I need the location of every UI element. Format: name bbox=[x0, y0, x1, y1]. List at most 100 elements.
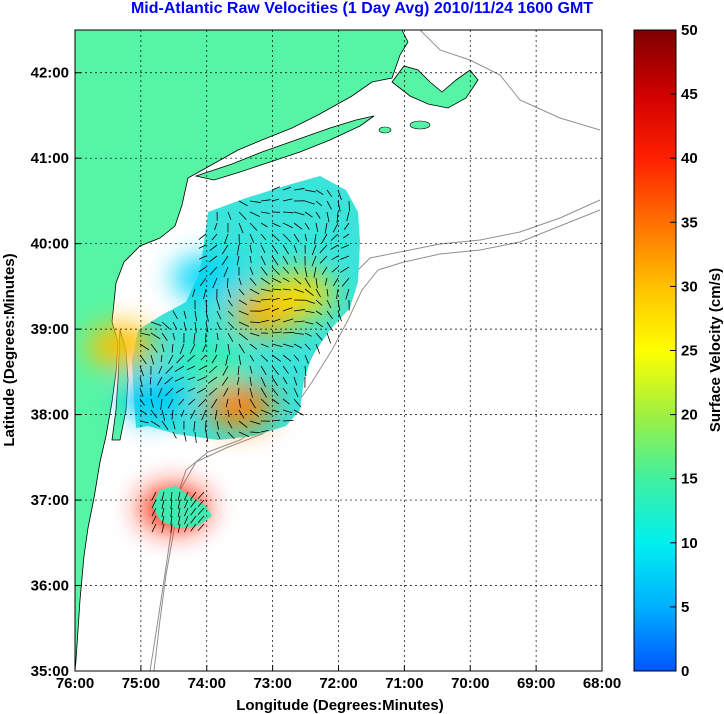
velocity-arrow bbox=[175, 387, 185, 394]
velocity-arrow bbox=[315, 310, 323, 316]
velocity-arrow bbox=[337, 310, 342, 322]
velocity-arrow bbox=[205, 299, 208, 311]
velocity-arrow bbox=[183, 431, 187, 442]
velocity-arrow bbox=[149, 376, 152, 385]
velocity-arrow bbox=[198, 365, 207, 371]
velocity-arrow bbox=[238, 354, 242, 366]
velocity-arrow bbox=[158, 365, 163, 374]
velocity-arrow bbox=[161, 332, 168, 341]
velocity-arrow bbox=[271, 244, 279, 255]
velocity-arrow bbox=[326, 288, 329, 297]
velocity-arrow bbox=[170, 491, 173, 501]
velocity-arrow bbox=[336, 288, 339, 300]
x-tick-label: 70:00 bbox=[451, 675, 489, 692]
velocity-arrow bbox=[319, 255, 328, 264]
velocity-arrow bbox=[208, 255, 218, 263]
velocity-arrow bbox=[183, 310, 187, 319]
velocity-arrow bbox=[260, 288, 272, 292]
velocity-arrow bbox=[198, 398, 207, 407]
velocity-arrow bbox=[337, 200, 341, 212]
velocity-arrow bbox=[304, 222, 310, 230]
velocity-arrow bbox=[260, 199, 271, 202]
latitude-ticks: 35:00 36:00 37:00 38:00 39:00 40:00 41:00 42:00 bbox=[31, 65, 81, 680]
velocity-arrow bbox=[321, 266, 328, 275]
velocity-arrow bbox=[260, 398, 270, 407]
velocity-arrow bbox=[293, 277, 302, 285]
velocity-arrow bbox=[161, 321, 170, 330]
velocity-arrow bbox=[193, 332, 196, 344]
velocity-arrow bbox=[249, 211, 260, 217]
velocity-arrow bbox=[249, 420, 261, 425]
y-tick-label: 40:00 bbox=[31, 236, 69, 253]
velocity-arrow bbox=[260, 343, 269, 348]
speed-patch bbox=[205, 384, 274, 429]
velocity-arrow bbox=[260, 233, 267, 241]
colorbar-tick-label: 45 bbox=[681, 86, 698, 103]
velocity-arrow bbox=[198, 266, 207, 273]
velocity-arrow bbox=[282, 409, 293, 414]
velocity-arrow bbox=[319, 244, 328, 254]
velocity-arrow bbox=[304, 277, 311, 288]
y-tick-label: 42:00 bbox=[31, 65, 69, 82]
velocity-arrow bbox=[249, 365, 253, 374]
velocity-arrow bbox=[330, 244, 339, 250]
velocity-arrow bbox=[260, 409, 271, 415]
velocity-arrow bbox=[271, 318, 281, 323]
velocity-arrow bbox=[326, 332, 332, 344]
velocity-arrow bbox=[282, 419, 294, 422]
velocity-arrow bbox=[184, 491, 189, 501]
velocity-arrow bbox=[157, 387, 163, 398]
velocity-arrow bbox=[190, 499, 197, 508]
y-tick-label: 35:00 bbox=[31, 663, 69, 680]
velocity-arrow bbox=[205, 321, 209, 333]
velocity-arrow bbox=[209, 266, 218, 276]
velocity-arrow bbox=[236, 376, 240, 385]
velocity-arrow bbox=[151, 491, 157, 501]
velocity-arrow bbox=[304, 354, 309, 364]
velocity-arrow bbox=[315, 189, 324, 196]
velocity-arrow bbox=[223, 387, 229, 397]
velocity-arrow bbox=[293, 211, 305, 216]
velocity-arrow bbox=[237, 387, 240, 396]
velocity-arrow bbox=[282, 331, 294, 334]
velocity-arrow bbox=[313, 266, 317, 278]
velocity-field bbox=[87, 176, 360, 533]
velocity-arrow bbox=[271, 277, 282, 283]
velocity-arrow bbox=[326, 211, 330, 223]
velocity-arrow bbox=[260, 319, 270, 323]
velocity-arrow bbox=[170, 523, 173, 533]
velocity-arrow bbox=[341, 277, 350, 287]
velocity-arrow bbox=[260, 387, 267, 398]
velocity-arrow bbox=[139, 343, 150, 351]
velocity-arrow bbox=[177, 499, 181, 509]
velocity-arrow bbox=[224, 233, 229, 244]
velocity-arrow bbox=[341, 244, 350, 249]
velocity-arrow bbox=[196, 387, 207, 394]
velocity-arrow bbox=[293, 365, 298, 374]
longitude-ticks: 76:00 75:00 74:00 73:00 72:00 71:00 70:00 69:00… bbox=[56, 665, 621, 692]
velocity-arrow bbox=[260, 277, 271, 285]
velocity-arrow bbox=[216, 310, 222, 320]
velocity-arrow bbox=[293, 376, 298, 386]
x-tick-label: 75:00 bbox=[122, 675, 160, 692]
y-tick-label: 37:00 bbox=[31, 492, 69, 509]
velocity-arrow bbox=[249, 233, 255, 243]
velocity-arrow bbox=[170, 507, 173, 517]
velocity-arrow bbox=[336, 211, 339, 223]
velocity-arrow bbox=[209, 244, 218, 251]
velocity-arrow bbox=[150, 398, 154, 408]
velocity-arrow bbox=[150, 332, 161, 340]
velocity-arrow bbox=[342, 233, 350, 239]
velocity-arrow bbox=[304, 200, 315, 205]
velocity-arrow bbox=[282, 255, 289, 265]
velocity-arrow bbox=[330, 233, 339, 241]
velocity-arrow bbox=[282, 233, 291, 243]
velocity-arrow bbox=[202, 343, 207, 352]
velocity-arrow bbox=[190, 409, 196, 420]
velocity-arrow bbox=[197, 507, 205, 515]
velocity-arrow bbox=[324, 222, 328, 234]
x-tick-label: 73:00 bbox=[253, 675, 291, 692]
velocity-arrow bbox=[161, 515, 165, 525]
velocity-arrow bbox=[216, 420, 219, 430]
velocity-arrow bbox=[339, 266, 350, 273]
